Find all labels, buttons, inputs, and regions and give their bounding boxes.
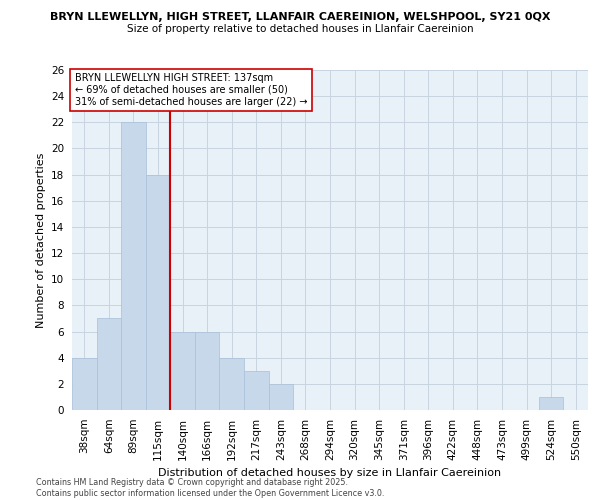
Bar [72,358,97,410]
X-axis label: Distribution of detached houses by size in Llanfair Caereinion: Distribution of detached houses by size … [158,468,502,478]
Y-axis label: Number of detached properties: Number of detached properties [35,152,46,328]
Bar [195,332,220,410]
Bar [121,122,146,410]
Text: Size of property relative to detached houses in Llanfair Caereinion: Size of property relative to detached ho… [127,24,473,34]
Bar [170,332,195,410]
Bar [269,384,293,410]
Bar [244,371,269,410]
Bar [220,358,244,410]
Bar [146,174,170,410]
Text: BRYN LLEWELLYN HIGH STREET: 137sqm
← 69% of detached houses are smaller (50)
31%: BRYN LLEWELLYN HIGH STREET: 137sqm ← 69%… [74,74,307,106]
Text: BRYN LLEWELLYN, HIGH STREET, LLANFAIR CAEREINION, WELSHPOOL, SY21 0QX: BRYN LLEWELLYN, HIGH STREET, LLANFAIR CA… [50,12,550,22]
Bar [97,318,121,410]
Bar [539,397,563,410]
Text: Contains HM Land Registry data © Crown copyright and database right 2025.
Contai: Contains HM Land Registry data © Crown c… [36,478,385,498]
